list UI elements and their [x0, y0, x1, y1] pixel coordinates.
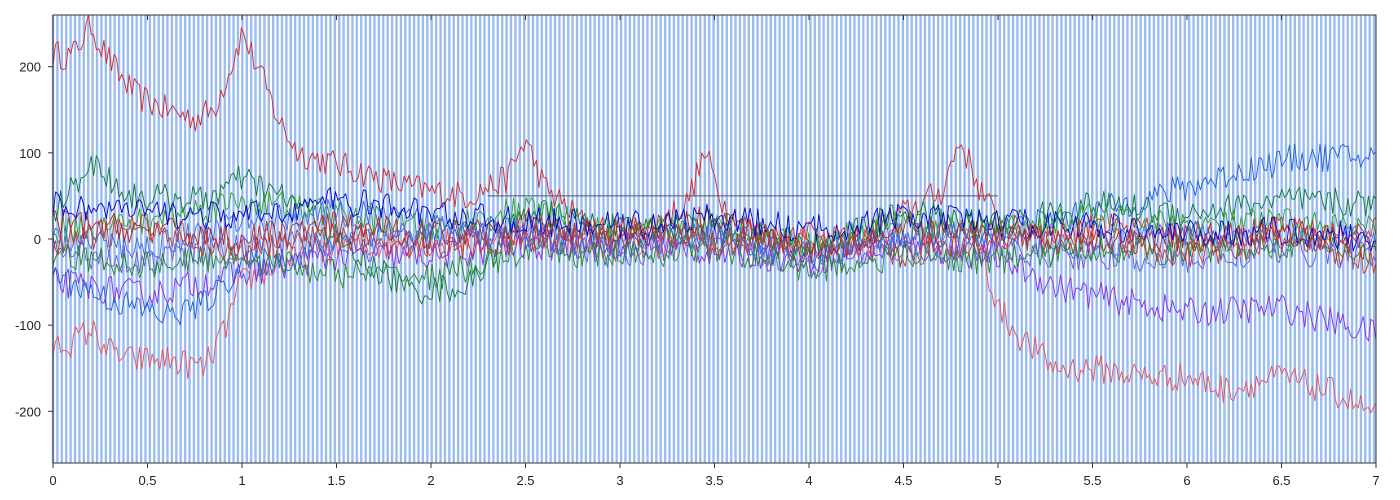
- series-line-3: [52, 143, 1377, 326]
- series-line-10: [52, 187, 1377, 253]
- x-tick-label: 2.5: [516, 473, 534, 488]
- series-traces: [52, 14, 1377, 414]
- x-tick-label: 2: [427, 473, 434, 488]
- x-tick-label: 1: [238, 473, 245, 488]
- series-line-0: [52, 14, 1377, 260]
- x-tick-label: 4.5: [894, 473, 912, 488]
- x-tick-label: 5: [994, 473, 1001, 488]
- x-tick-label: 3.5: [705, 473, 723, 488]
- y-tick-label: -200: [15, 404, 41, 419]
- x-tick-label: 0.5: [138, 473, 156, 488]
- x-tick-label: 7: [1372, 473, 1379, 488]
- tick-labels: 0 0.5 1 1.5 2 2.5 3 3.5 4 4.5 5 5.5 6 6.5 7 200 100 0 -100…: [15, 60, 1380, 488]
- series-line-7: [52, 206, 1377, 264]
- x-tick-label: 0: [49, 473, 56, 488]
- x-tick-label: 4: [805, 473, 812, 488]
- x-tick-label: 5.5: [1083, 473, 1101, 488]
- x-tick-label: 1.5: [327, 473, 345, 488]
- axes: [48, 14, 1377, 468]
- x-tick-label: 3: [616, 473, 623, 488]
- x-tick-label: 6.5: [1272, 473, 1290, 488]
- x-tick-label: 6: [1183, 473, 1190, 488]
- y-tick-label: 0: [34, 232, 41, 247]
- y-tick-label: -100: [15, 318, 41, 333]
- y-tick-label: 100: [19, 146, 41, 161]
- series-line-11: [52, 213, 1377, 274]
- y-tick-label: 200: [19, 60, 41, 75]
